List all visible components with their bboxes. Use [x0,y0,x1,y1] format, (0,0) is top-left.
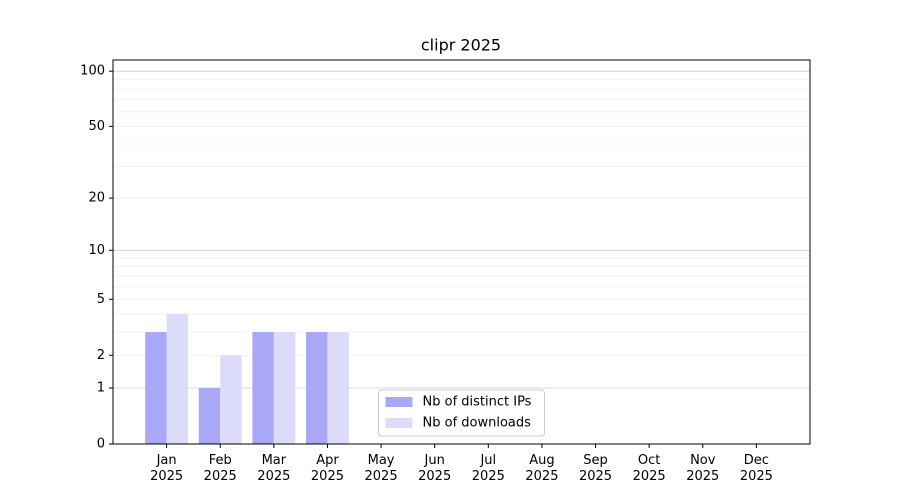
x-tick-label: Feb 2025 [204,453,237,484]
x-tick-label-line: Dec [744,453,769,468]
y-tick-label: 50 [88,119,105,134]
x-tick-label-line: 2025 [204,469,237,484]
x-tick-label: May 2025 [365,453,398,484]
x-tick-label: Dec 2025 [740,453,773,484]
bar [145,332,167,444]
y-tick-label: 5 [97,292,105,307]
x-tick-label-line: Jul [479,453,496,468]
x-tick-label: Aug 2025 [525,453,558,484]
x-tick-label: Mar 2025 [257,453,290,484]
x-tick-label-line: 2025 [686,469,719,484]
x-tick-label-line: May [368,453,395,468]
bar [273,332,296,444]
legend-box [378,389,545,437]
bar [166,313,189,444]
y-tick-label: 10 [88,243,105,258]
y-tick-label: 20 [88,191,105,206]
x-tick-label-line: 2025 [579,469,612,484]
x-tick-label-line: Feb [209,453,232,468]
x-tick-label: Jul 2025 [472,453,505,484]
legend-label: Nb of distinct IPs [423,395,532,410]
x-tick-label-line: Nov [690,453,716,468]
y-tick-label: 0 [97,437,105,452]
bar [252,332,274,444]
x-tick-label-line: 2025 [472,469,505,484]
x-tick-label-line: Apr [316,453,339,468]
x-tick-label-line: 2025 [633,469,666,484]
x-tick-label-line: Jan [156,453,177,468]
x-tick-label-line: 2025 [257,469,290,484]
legend-swatch [385,418,413,428]
x-tick-label-line: 2025 [740,469,773,484]
legend-swatch [385,397,413,407]
x-tick-label-line: Jun [424,453,445,468]
y-tick-label: 1 [97,381,105,396]
x-tick-label-line: 2025 [418,469,451,484]
bar [327,332,349,444]
bar [306,332,328,444]
x-tick-label-line: 2025 [525,469,558,484]
x-tick-label: Jan 2025 [150,453,183,484]
x-tick-label-line: Sep [583,453,608,468]
y-tick-label: 100 [80,64,105,79]
y-tick-label: 2 [97,348,105,363]
x-tick-label-line: Oct [638,453,660,468]
x-tick-label: Jun 2025 [418,453,451,484]
legend-label: Nb of downloads [423,416,532,431]
plot-frame [112,59,811,445]
x-tick-label-line: 2025 [365,469,398,484]
x-tick-label-line: 2025 [150,469,183,484]
x-tick-label: Apr 2025 [311,453,344,484]
chart-title: clipr 2025 [421,36,501,55]
bar [198,388,221,444]
x-tick-label-line: Mar [262,453,287,468]
x-tick-label-line: Aug [529,453,554,468]
bar [220,355,242,444]
x-tick-label: Sep 2025 [579,453,612,484]
x-tick-label-line: 2025 [311,469,344,484]
x-tick-label: Nov 2025 [686,453,719,484]
x-tick-label: Oct 2025 [633,453,666,484]
